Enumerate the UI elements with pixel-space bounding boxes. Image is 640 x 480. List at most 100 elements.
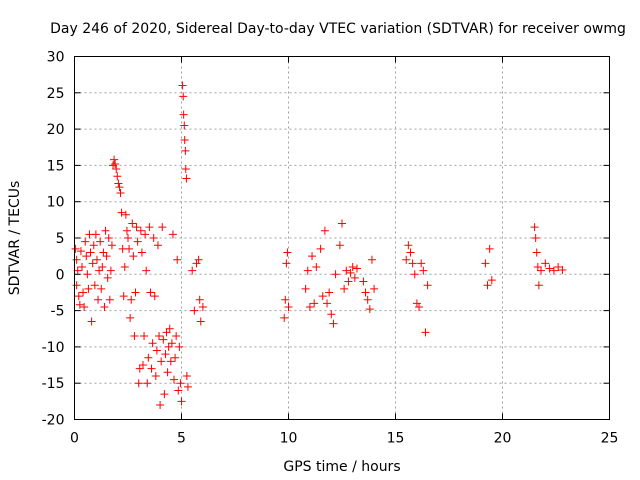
chart-title: Day 246 of 2020, Sidereal Day-to-day VTE… <box>50 21 626 37</box>
y-axis-label: SDTVAR / TECUs <box>7 181 23 296</box>
data-point <box>144 353 153 362</box>
data-point <box>74 292 83 301</box>
data-point <box>179 110 188 119</box>
data-point <box>421 328 430 337</box>
data-point <box>168 230 177 239</box>
data-point <box>323 299 332 308</box>
data-point <box>160 390 169 399</box>
data-point <box>129 252 138 261</box>
data-point <box>181 146 190 155</box>
data-point <box>281 295 290 304</box>
data-point <box>183 382 192 391</box>
data-point <box>96 237 105 246</box>
y-tick-label: 30 <box>47 50 65 66</box>
data-point <box>120 263 129 272</box>
data-point <box>415 302 424 311</box>
data-point <box>75 300 84 309</box>
data-point <box>76 247 85 256</box>
data-point <box>72 255 81 264</box>
data-point <box>117 208 126 217</box>
data-point <box>89 241 98 250</box>
data-point <box>122 226 131 235</box>
data-point <box>190 306 199 315</box>
y-tick-label: -15 <box>42 376 65 392</box>
data-point <box>181 165 190 174</box>
data-point <box>159 335 168 344</box>
data-point <box>419 266 428 275</box>
data-point <box>113 172 122 181</box>
data-point <box>88 259 97 268</box>
data-point <box>541 259 550 268</box>
grid <box>74 56 610 420</box>
data-point <box>84 284 93 293</box>
x-tick-label: 5 <box>177 431 186 447</box>
data-point <box>161 350 170 359</box>
x-axis-label: GPS time / hours <box>283 459 400 475</box>
data-point <box>320 226 329 235</box>
data-point <box>316 244 325 253</box>
data-point <box>81 237 90 246</box>
data-point <box>177 397 186 406</box>
data-point <box>318 292 327 301</box>
data-points <box>71 81 567 409</box>
x-tick-label: 20 <box>494 431 512 447</box>
data-point <box>175 342 184 351</box>
data-point <box>145 223 154 232</box>
x-tick-label: 10 <box>280 431 298 447</box>
data-point <box>131 288 140 297</box>
data-point <box>162 328 171 337</box>
y-tick-label: 25 <box>47 86 65 102</box>
data-point <box>114 179 123 188</box>
data-point <box>128 219 137 228</box>
data-point <box>312 263 321 272</box>
data-point <box>170 375 179 384</box>
data-point <box>147 364 156 373</box>
data-point <box>91 230 100 239</box>
data-point <box>167 339 176 348</box>
data-point <box>126 313 135 322</box>
data-point <box>531 234 540 242</box>
data-point <box>179 92 188 101</box>
data-point <box>410 270 419 279</box>
data-point <box>124 234 132 242</box>
data-point <box>176 379 185 388</box>
y-tick-label: -10 <box>42 340 65 356</box>
data-point <box>417 259 426 268</box>
data-point <box>92 255 101 264</box>
data-point <box>112 165 121 174</box>
y-tick-label: 20 <box>47 122 65 138</box>
y-tick-label: 15 <box>47 158 65 174</box>
data-point <box>148 339 157 348</box>
data-point <box>102 252 111 261</box>
data-point <box>487 276 496 285</box>
data-point <box>192 259 201 268</box>
data-point <box>182 174 191 183</box>
data-point <box>87 317 96 326</box>
data-point <box>308 252 317 261</box>
data-point <box>481 259 490 268</box>
data-point <box>143 379 152 388</box>
data-point <box>173 255 182 264</box>
data-point <box>402 255 411 264</box>
data-point <box>280 313 289 322</box>
data-point <box>164 342 173 351</box>
data-point <box>140 332 149 341</box>
data-point <box>359 277 368 286</box>
data-point <box>97 284 106 293</box>
data-point <box>149 234 158 242</box>
data-point <box>327 310 336 319</box>
data-point <box>365 305 374 314</box>
data-point <box>165 324 174 333</box>
data-point <box>150 292 159 301</box>
data-point <box>130 332 139 341</box>
x-tick-label: 0 <box>70 431 79 447</box>
y-tick-label: 10 <box>47 195 65 211</box>
data-point <box>554 263 563 272</box>
data-point <box>158 223 167 232</box>
data-point <box>153 241 162 250</box>
data-point <box>338 219 346 228</box>
data-point <box>152 346 161 355</box>
data-point <box>485 244 494 253</box>
data-point <box>174 386 183 395</box>
data-point <box>412 299 421 308</box>
